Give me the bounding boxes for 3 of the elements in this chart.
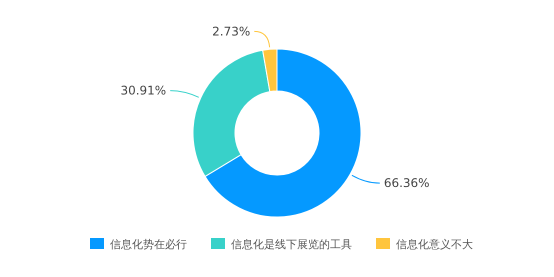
legend-label: 信息化势在必行 [110,238,187,251]
legend-label: 信息化是线下展览的工具 [231,238,352,251]
legend-label: 信息化意义不大 [396,238,473,251]
